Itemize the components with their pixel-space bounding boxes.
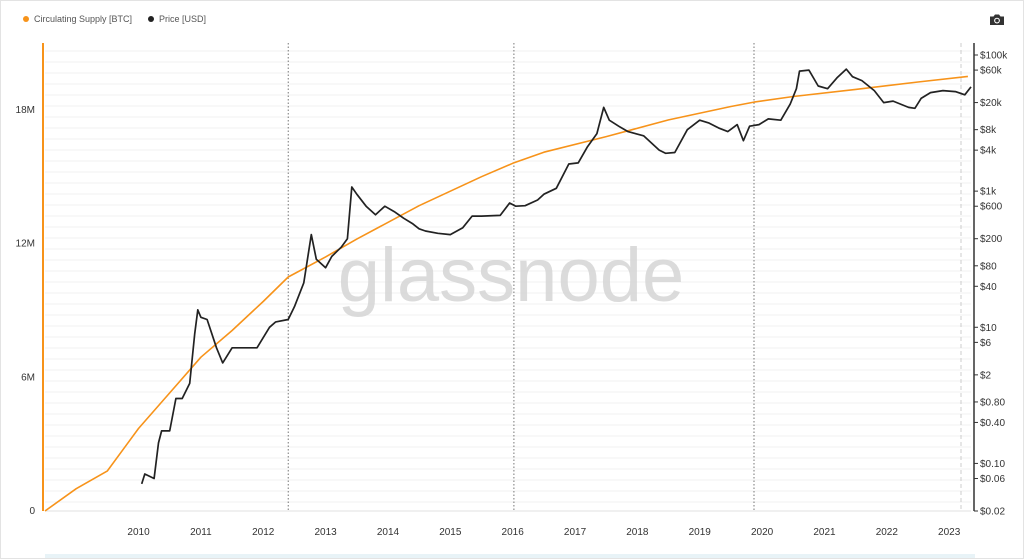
right-axis-ticks: $100k $60k $20k $8k $4k $1k $600 $200 $80 $40 $10 $… xyxy=(974,50,1008,518)
left-tick-label: 12M xyxy=(16,239,35,250)
legend-item-supply[interactable]: Circulating Supply [BTC] xyxy=(23,14,132,24)
price-series-line xyxy=(140,68,972,485)
x-tick-label: 2017 xyxy=(564,527,587,538)
right-tick-label: $600 xyxy=(980,202,1003,213)
x-tick-label: 2014 xyxy=(377,527,400,538)
x-tick-label: 2020 xyxy=(751,527,774,538)
chart-legend: Circulating Supply [BTC] Price [USD] xyxy=(23,14,206,24)
right-tick-label: $60k xyxy=(980,66,1003,77)
right-tick-label: $10 xyxy=(980,323,997,334)
legend-label-price: Price [USD] xyxy=(159,14,207,24)
right-tick-label: $0.02 xyxy=(980,507,1005,518)
x-tick-label: 2010 xyxy=(127,527,150,538)
right-tick-label: $0.10 xyxy=(980,459,1005,470)
legend-dot-supply xyxy=(23,16,29,22)
x-tick-label: 2011 xyxy=(190,527,212,538)
x-tick-label: 2012 xyxy=(252,527,275,538)
legend-dot-price xyxy=(148,16,155,22)
x-tick-label: 2016 xyxy=(502,527,525,538)
x-tick-label: 2023 xyxy=(938,527,961,538)
x-tick-label: 2019 xyxy=(689,527,712,538)
right-tick-label: $2 xyxy=(980,370,992,381)
legend-item-price[interactable]: Price [USD] xyxy=(148,14,206,24)
right-tick-label: $0.40 xyxy=(980,418,1005,429)
axes xyxy=(42,43,975,512)
x-tick-label: 2022 xyxy=(876,527,899,538)
right-tick-label: $4k xyxy=(980,146,997,157)
right-tick-label: $0.06 xyxy=(980,474,1005,485)
right-tick-label: $40 xyxy=(980,282,997,293)
legend-label-supply: Circulating Supply [BTC] xyxy=(34,14,133,24)
x-tick-label: 2015 xyxy=(439,527,462,538)
x-axis-ticks: 2010 2011 2012 2013 2014 2015 2016 2017 2018 2019… xyxy=(127,527,960,538)
series-lines xyxy=(44,68,972,512)
x-tick-label: 2021 xyxy=(813,527,836,538)
right-tick-label: $1k xyxy=(980,187,997,198)
halving-markers xyxy=(287,43,962,511)
right-tick-label: $8k xyxy=(980,125,997,136)
right-tick-label: $20k xyxy=(980,98,1003,109)
left-tick-label: 18M xyxy=(16,105,35,116)
x-tick-label: 2018 xyxy=(626,527,649,538)
watermark-text: glassnode xyxy=(338,233,685,318)
x-tick-label: 2013 xyxy=(314,527,337,538)
right-tick-label: $200 xyxy=(980,234,1003,245)
camera-icon[interactable] xyxy=(989,13,1005,31)
gridlines xyxy=(45,50,971,503)
right-tick-label: $80 xyxy=(980,261,997,272)
left-tick-label: 6M xyxy=(21,372,35,383)
right-tick-label: $6 xyxy=(980,338,992,349)
supply-series-line xyxy=(44,75,968,512)
left-tick-label: 0 xyxy=(29,506,35,517)
range-navigator-bar[interactable] xyxy=(45,554,975,558)
left-axis-ticks: 0 6M 12M 18M xyxy=(16,105,36,517)
right-tick-label: $100k xyxy=(980,50,1008,61)
right-tick-label: $0.80 xyxy=(980,397,1005,408)
